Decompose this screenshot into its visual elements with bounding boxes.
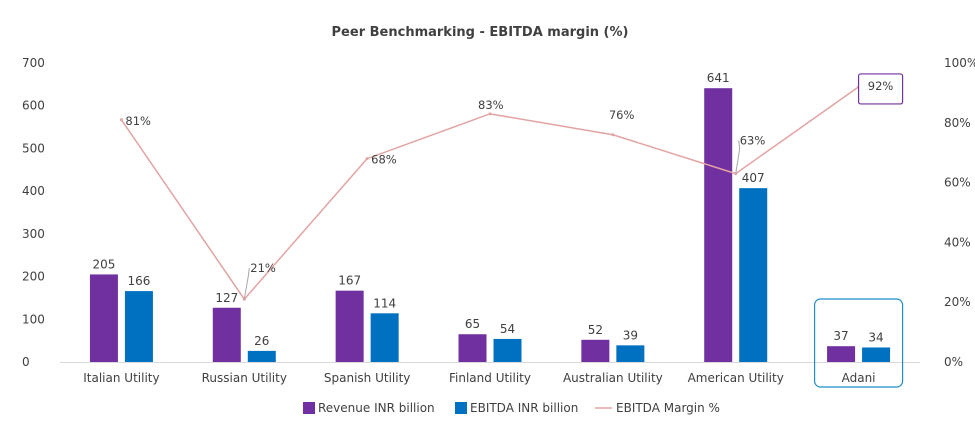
revenue-label-0: 205: [92, 257, 115, 271]
revenue-label-1: 127: [215, 291, 238, 305]
category-label-6: Adani: [842, 371, 876, 385]
margin-label-4: 76%: [609, 108, 635, 122]
margin-label-2: 68%: [371, 153, 397, 167]
bar-revenue-3: [458, 334, 487, 362]
revenue-label-2: 167: [338, 274, 361, 288]
bar-ebitda-3: [493, 338, 522, 362]
bar-ebitda-2: [370, 313, 399, 362]
y2-tick-label-40: 40%: [944, 235, 971, 249]
legend-revenue-swatch: [303, 402, 315, 414]
margin-label-6: 92%: [868, 79, 894, 93]
y-tick-label-500: 500: [22, 141, 45, 155]
margin-leader-5: [735, 140, 741, 174]
y-tick-label-0: 0: [22, 355, 30, 369]
ebitda-label-2: 114: [373, 296, 396, 310]
adani-highlight-box: [813, 298, 904, 388]
y-tick-label-100: 100: [22, 312, 45, 326]
legend-margin-label: EBITDA Margin %: [616, 401, 720, 415]
margin-label-0: 81%: [125, 114, 151, 128]
y-tick-label-200: 200: [22, 270, 45, 284]
margin-label-box-6: [857, 73, 904, 105]
adani-highlight: [813, 298, 904, 388]
y2-tick-label-60: 60%: [944, 176, 971, 190]
y-axis-left: 0 100 200 300 400 500 600 700: [22, 56, 45, 369]
margin-label-5: 63%: [740, 134, 766, 148]
margin-label-1: 21%: [250, 261, 276, 275]
revenue-label-6: 37: [833, 329, 848, 343]
bars-group: [89, 88, 891, 363]
bar-revenue-0: [89, 274, 118, 362]
bar-ebitda-0: [124, 291, 153, 362]
bar-revenue-4: [581, 339, 610, 362]
category-label-4: Australian Utility: [563, 371, 663, 385]
margin-point-4: [611, 133, 615, 137]
y-tick-label-400: 400: [22, 184, 45, 198]
ebitda-label-0: 166: [127, 274, 150, 288]
margin-leader-1: [243, 268, 250, 300]
legend-revenue-label: Revenue INR billion: [318, 401, 435, 415]
category-label-5: American Utility: [688, 371, 784, 385]
bar-revenue-5: [704, 88, 733, 363]
ebitda-label-4: 39: [623, 328, 638, 342]
margin-point-3: [488, 112, 492, 116]
category-label-1: Russian Utility: [202, 371, 287, 385]
y-axis-right: 0% 20% 40% 60% 80% 100%: [944, 56, 975, 369]
y2-tick-label-100: 100%: [944, 56, 975, 70]
margin-point-0: [119, 118, 123, 122]
y2-tick-label-0: 0%: [944, 355, 963, 369]
bar-ebitda-4: [616, 345, 645, 362]
legend-ebitda-swatch: [455, 402, 467, 414]
y2-tick-label-20: 20%: [944, 295, 971, 309]
data-labels-group: 205 166 127 26 167 114 65 54 52 39 641 407 37 34 81% 21…: [92, 71, 904, 348]
category-label-3: Finland Utility: [449, 371, 531, 385]
ebitda-label-6: 34: [868, 330, 883, 344]
revenue-label-5: 641: [707, 71, 730, 85]
y-tick-label-600: 600: [22, 99, 45, 113]
category-label-0: Italian Utility: [83, 371, 159, 385]
bar-ebitda-1: [247, 350, 276, 362]
category-label-2: Spanish Utility: [324, 371, 411, 385]
bar-revenue-1: [212, 307, 241, 362]
y2-tick-label-80: 80%: [944, 116, 971, 130]
ebitda-label-3: 54: [500, 322, 515, 336]
ebitda-label-5: 407: [742, 171, 765, 185]
legend-ebitda-label: EBITDA INR billion: [470, 401, 578, 415]
category-labels: Italian Utility Russian Utility Spanish Ut…: [83, 371, 875, 385]
legend: Revenue INR billion EBITDA INR billion E…: [303, 401, 720, 415]
bar-revenue-2: [335, 290, 364, 362]
y-tick-label-300: 300: [22, 227, 45, 241]
revenue-label-4: 52: [588, 323, 603, 337]
margin-label-3: 83%: [478, 98, 504, 112]
bar-ebitda-6: [862, 347, 891, 362]
bar-ebitda-5: [739, 188, 768, 362]
chart-title: Peer Benchmarking - EBITDA margin (%): [332, 25, 629, 40]
revenue-label-3: 65: [465, 317, 480, 331]
bar-revenue-6: [827, 346, 856, 362]
ebitda-label-1: 26: [254, 334, 269, 348]
margin-point-2: [365, 157, 369, 161]
y-tick-label-700: 700: [22, 56, 45, 70]
